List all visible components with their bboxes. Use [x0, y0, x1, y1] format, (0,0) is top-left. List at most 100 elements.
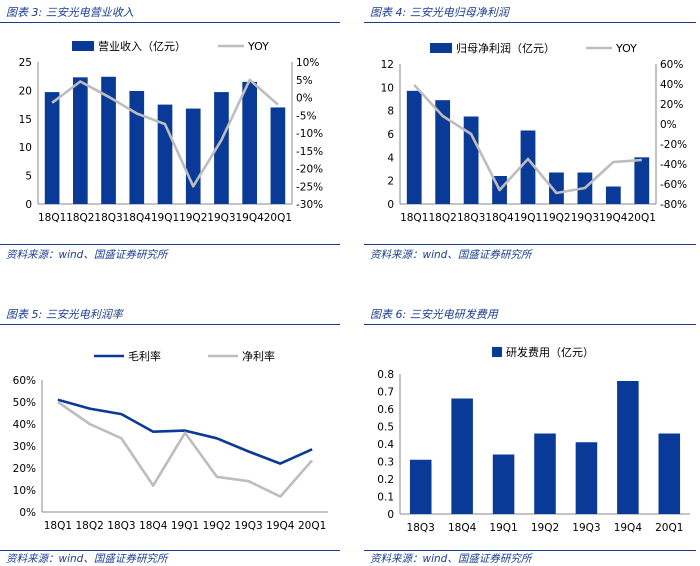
fig3-top-rule	[0, 22, 340, 23]
fig4-line-1	[413, 84, 642, 195]
fig4-title-text: 三安光电归母净利润	[409, 6, 509, 19]
fig3-ytick-left: 5	[25, 171, 32, 183]
panel-fig3: 图表 3: 三安光电营业收入 0 5 10 15 20 25 -30% -25% -20% -15…	[0, 0, 350, 282]
fig3-xtick: 18Q1	[38, 212, 66, 224]
fig4-xtick: 19Q2	[542, 212, 570, 224]
panel-fig4: 图表 4: 三安光电归母净利润 0 2 4 6 8 10 12 -80% -60% -40% -20…	[364, 0, 700, 282]
fig4-xtick: 19Q4	[599, 212, 628, 224]
fig3-ytick-left: 25	[19, 57, 32, 69]
fig3-xtick: 18Q4	[123, 212, 152, 224]
fig3-ytick-left: 10	[19, 142, 32, 154]
fig4-ytick-right: -20%	[660, 139, 687, 151]
fig5-ytick-left: 0%	[19, 507, 36, 519]
fig5-label: 图表 5:	[6, 308, 43, 321]
fig3-legend-swatch	[72, 41, 94, 51]
fig6-chart: 0 0.1 0.2 0.3 0.4 0.5 0.6 0.7 0.8 18Q3 18Q4 19Q1 19Q…	[377, 345, 690, 534]
fig6-bar	[492, 454, 515, 514]
fig3-legend-label: 营业收入（亿元）	[98, 39, 186, 53]
fig5-legend-label: 毛利率	[128, 349, 161, 363]
fig4-xtick: 20Q1	[628, 212, 656, 224]
fig4-xtick: 19Q3	[571, 212, 599, 224]
fig4-ytick-left: 0	[387, 199, 394, 211]
fig6-ytick-left: 0.4	[377, 439, 394, 451]
fig4-ytick-left: 2	[387, 176, 394, 188]
fig3-ytick-right: -30%	[296, 199, 323, 211]
fig3-ytick-right: 0%	[296, 93, 313, 105]
fig5-source: 资料来源：wind、国盛证券研究所	[6, 553, 168, 565]
fig4-xtick: 18Q1	[400, 212, 428, 224]
fig3-ytick-right: 5%	[296, 75, 313, 87]
fig3-bar	[185, 108, 201, 204]
fig5-line-1	[57, 400, 314, 498]
fig4-legend-label: YOY	[615, 42, 637, 55]
fig5-legend-label: 净利率	[242, 349, 275, 363]
fig6-bottom-rule	[364, 550, 696, 551]
fig6-ytick-left: 0.2	[377, 474, 394, 486]
fig3-ytick-left: 0	[25, 199, 32, 211]
fig5-title: 图表 5: 三安光电利润率	[6, 306, 123, 322]
fig5-ytick-left: 60%	[13, 375, 36, 387]
fig4-ytick-left: 6	[387, 129, 394, 141]
fig3-ytick-right: 10%	[296, 57, 319, 69]
fig6-xtick: 18Q4	[448, 522, 477, 534]
fig6-ytick-left: 0.1	[377, 492, 394, 504]
fig6-source: 资料来源：wind、国盛证券研究所	[370, 553, 532, 565]
fig5-top-rule	[0, 324, 340, 325]
fig3-bar	[242, 81, 258, 204]
fig6-bar	[409, 459, 432, 514]
fig4-bar	[549, 172, 564, 204]
fig6-bar	[658, 433, 681, 514]
fig5-xtick: 19Q4	[266, 520, 295, 532]
fig3-bar	[157, 104, 173, 204]
fig4-bar	[605, 186, 621, 204]
fig4-ytick-left: 12	[381, 59, 394, 71]
fig5-xtick: 18Q4	[139, 520, 168, 532]
fig4-chart: 0 2 4 6 8 10 12 -80% -60% -40% -20% 0% 20% 40% 60% 18Q1…	[381, 41, 688, 224]
fig6-legend-label: 研发费用（亿元）	[506, 345, 594, 359]
fig3-line-1	[51, 78, 279, 188]
fig4-bar	[406, 90, 422, 204]
fig4-xtick: 18Q2	[429, 212, 457, 224]
fig5-title-text: 三安光电利润率	[45, 308, 123, 321]
fig6-xtick: 18Q3	[407, 522, 435, 534]
fig3-ytick-right: -10%	[296, 128, 323, 140]
fig6-bar	[534, 433, 556, 514]
fig3-bottom-rule	[0, 244, 340, 245]
fig4-ytick-right: -40%	[660, 159, 687, 171]
fig5-line-0	[57, 398, 313, 465]
fig4-title: 图表 4: 三安光电归母净利润	[370, 4, 509, 20]
fig4-ytick-right: 0%	[660, 119, 677, 131]
fig3-ytick-left: 15	[19, 114, 32, 126]
fig3-xtick: 19Q4	[236, 212, 265, 224]
fig5-xtick: 20Q1	[298, 520, 326, 532]
fig3-ytick-right: -15%	[296, 146, 323, 158]
fig4-ytick-left: 8	[387, 106, 394, 118]
fig5-ytick-left: 40%	[13, 419, 36, 431]
fig3-xtick: 18Q3	[94, 212, 122, 224]
fig6-xtick: 19Q1	[489, 522, 517, 534]
fig4-ytick-right: 20%	[660, 99, 683, 111]
fig4-ytick-left: 4	[387, 152, 394, 164]
fig4-ytick-right: 60%	[660, 59, 683, 71]
fig4-bar	[520, 130, 536, 204]
fig4-xtick: 18Q4	[485, 212, 514, 224]
fig6-legend-swatch	[492, 347, 502, 357]
fig3-xtick: 18Q2	[66, 212, 94, 224]
fig6-bar	[451, 398, 473, 514]
fig6-bar	[575, 442, 598, 514]
fig4-xtick: 19Q1	[514, 212, 542, 224]
fig4-xtick: 18Q3	[457, 212, 485, 224]
fig4-ytick-right: -80%	[660, 199, 687, 211]
fig6-ytick-left: 0.7	[377, 387, 394, 399]
fig6-ytick-left: 0.8	[377, 369, 394, 381]
fig6-xtick: 20Q1	[655, 522, 683, 534]
fig3-ytick-right: -25%	[296, 181, 323, 193]
fig6-xtick: 19Q4	[614, 522, 643, 534]
fig3-source: 资料来源：wind、国盛证券研究所	[6, 249, 168, 261]
fig5-xtick: 18Q1	[44, 520, 72, 532]
fig4-source: 资料来源：wind、国盛证券研究所	[370, 249, 532, 261]
fig6-label: 图表 6:	[370, 308, 407, 321]
fig4-top-rule	[364, 22, 696, 23]
fig4-legend-swatch	[430, 43, 452, 53]
fig6-title-text: 三安光电研发费用	[409, 308, 498, 321]
